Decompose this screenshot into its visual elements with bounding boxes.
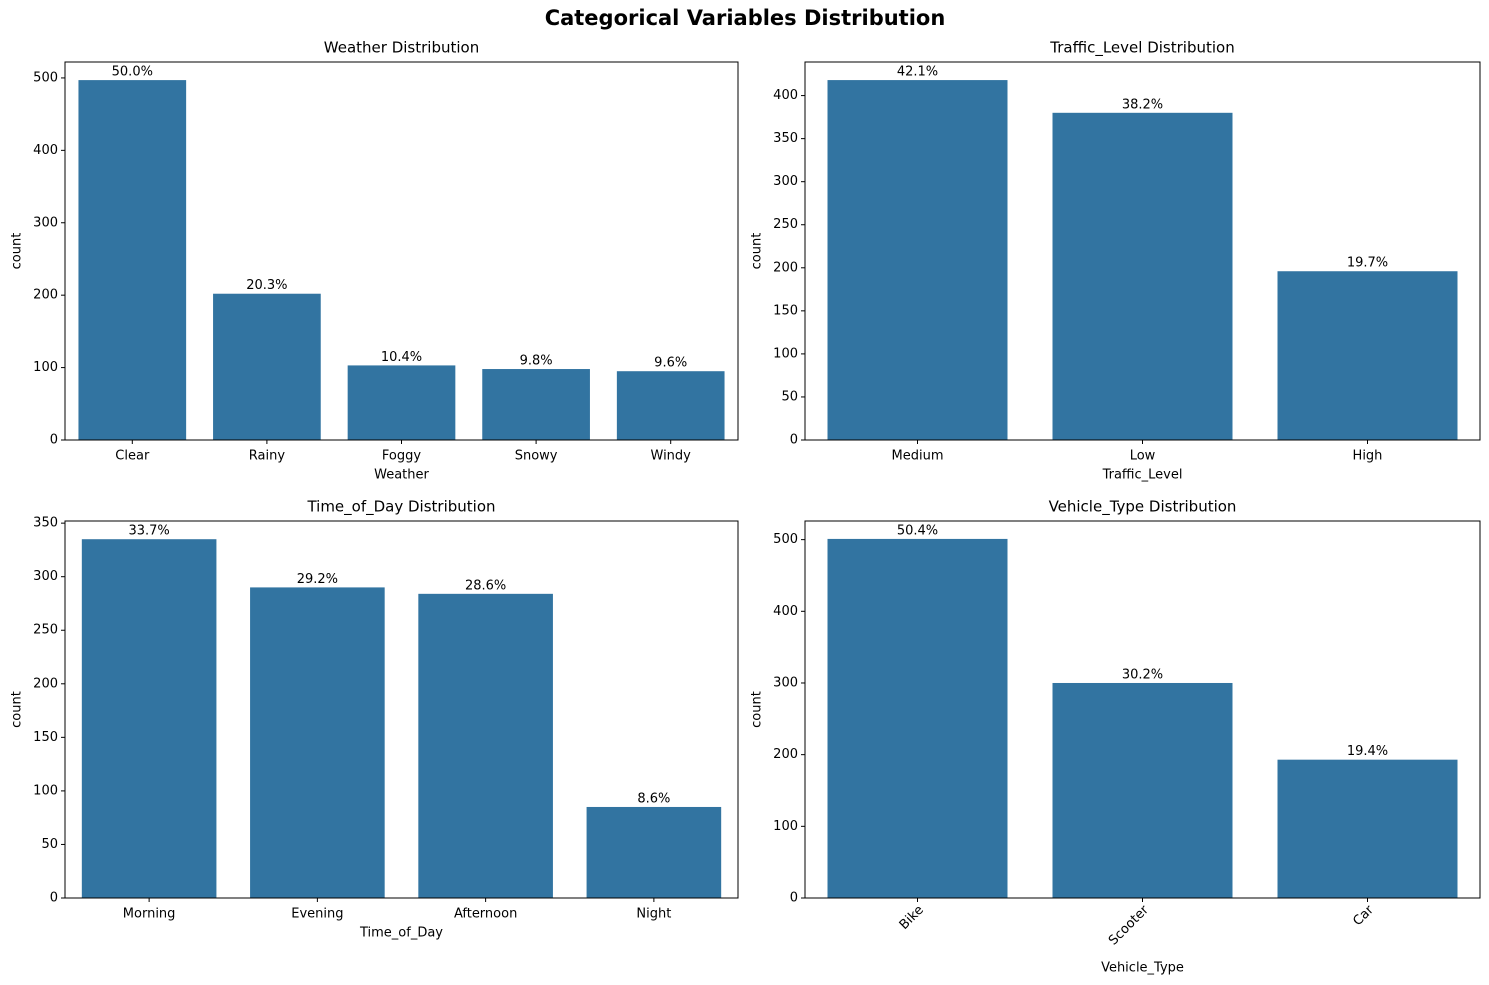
y-tick-label: 300 [33, 569, 58, 584]
bar [827, 538, 1008, 898]
value-label: 8.6% [637, 791, 670, 806]
value-label: 33.7% [128, 524, 169, 539]
y-axis-label: count [750, 691, 765, 728]
x-tick-label: Afternoon [454, 907, 517, 922]
axis-title: Vehicle_Type Distribution [1049, 498, 1237, 517]
y-tick-label: 100 [33, 783, 58, 798]
x-tick-label: Medium [892, 449, 944, 464]
y-tick-label: 350 [33, 516, 58, 531]
axis-title: Weather Distribution [324, 39, 479, 57]
bar [81, 539, 217, 898]
bar [347, 365, 456, 440]
bar [418, 593, 553, 898]
bar [827, 80, 1008, 440]
bar [1052, 112, 1233, 440]
value-label: 9.8% [520, 354, 553, 369]
y-tick-label: 400 [773, 88, 798, 103]
value-label: 28.6% [465, 578, 506, 593]
x-tick-label: Snowy [515, 449, 558, 464]
axes-frame [64, 61, 739, 441]
axis-title: Traffic_Level Distribution [1049, 39, 1234, 58]
value-label: 10.4% [381, 350, 422, 365]
value-label: 9.6% [654, 356, 687, 371]
y-tick-label: 50 [41, 837, 58, 852]
y-tick-label: 200 [773, 260, 798, 275]
figure-title: Categorical Variables Distribution [545, 6, 946, 30]
y-tick-label: 0 [790, 433, 798, 448]
x-axis-label: Weather [374, 468, 429, 483]
x-tick-label: High [1353, 449, 1383, 464]
y-tick-label: 500 [33, 70, 58, 85]
axes-frame [804, 61, 1481, 441]
y-tick-label: 0 [790, 891, 798, 906]
y-tick-label: 200 [773, 747, 798, 762]
bar [78, 80, 187, 440]
x-tick-label: Morning [123, 907, 176, 922]
x-tick-label: Scooter [1106, 902, 1152, 948]
y-tick-label: 350 [773, 131, 798, 146]
bar [1277, 759, 1458, 898]
y-tick-label: 400 [33, 143, 58, 158]
x-axis-label: Traffic_Level [1102, 468, 1183, 483]
value-label: 50.4% [897, 523, 938, 538]
y-tick-label: 0 [50, 433, 58, 448]
axis-title: Time_of_Day Distribution [306, 498, 495, 517]
value-label: 38.2% [1122, 97, 1163, 112]
x-tick-label: Night [636, 907, 671, 922]
value-label: 50.0% [112, 65, 153, 80]
y-tick-label: 150 [33, 730, 58, 745]
y-tick-label: 500 [773, 532, 798, 547]
x-tick-label: Low [1130, 449, 1156, 464]
y-tick-label: 250 [33, 623, 58, 638]
value-label: 30.2% [1122, 667, 1163, 682]
bar [586, 806, 722, 898]
y-tick-label: 150 [773, 303, 798, 318]
y-tick-label: 100 [773, 346, 798, 361]
value-label: 20.3% [246, 278, 287, 293]
y-axis-label: count [750, 233, 765, 270]
y-tick-label: 400 [773, 604, 798, 619]
axes-frame [64, 520, 739, 899]
y-tick-label: 50 [781, 389, 798, 404]
y-tick-label: 100 [773, 819, 798, 834]
y-tick-label: 0 [50, 891, 58, 906]
x-tick-label: Evening [291, 907, 343, 922]
y-axis-label: count [10, 691, 25, 728]
y-tick-label: 100 [33, 360, 58, 375]
bar [482, 369, 590, 440]
value-label: 19.7% [1347, 256, 1388, 271]
value-label: 19.4% [1347, 744, 1388, 759]
x-axis-label: Time_of_Day [359, 926, 443, 941]
bar [250, 587, 385, 898]
x-tick-label: Windy [651, 449, 692, 464]
value-label: 42.1% [897, 65, 938, 80]
y-tick-label: 250 [773, 217, 798, 232]
x-tick-label: Bike [897, 903, 927, 933]
x-tick-label: Rainy [249, 449, 286, 464]
bar [1277, 271, 1458, 440]
x-axis-label: Vehicle_Type [1101, 961, 1184, 976]
axes-frame [804, 520, 1481, 899]
y-axis-label: count [10, 233, 25, 270]
bar [213, 293, 321, 440]
y-tick-label: 300 [773, 174, 798, 189]
x-tick-label: Clear [115, 449, 150, 464]
x-tick-label: Car [1350, 902, 1377, 929]
y-tick-label: 300 [773, 675, 798, 690]
bar [1052, 682, 1233, 898]
value-label: 29.2% [297, 572, 338, 587]
y-tick-label: 200 [33, 288, 58, 303]
y-tick-label: 200 [33, 676, 58, 691]
x-tick-label: Foggy [382, 449, 421, 464]
bar [616, 371, 725, 440]
y-tick-label: 300 [33, 215, 58, 230]
